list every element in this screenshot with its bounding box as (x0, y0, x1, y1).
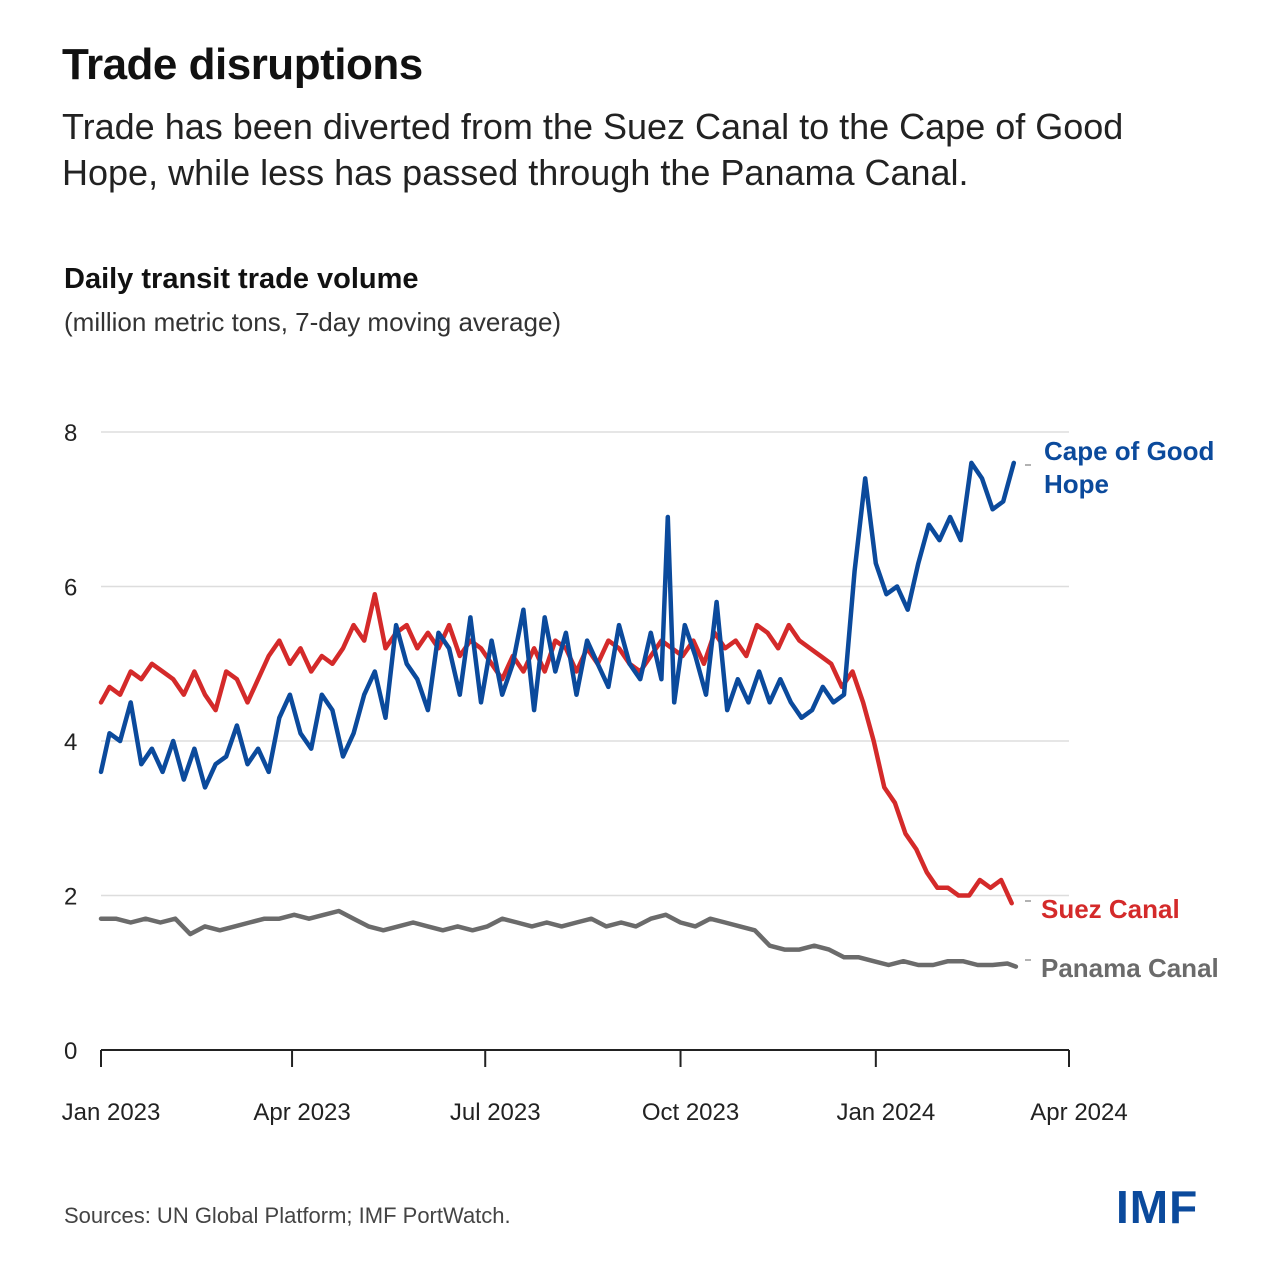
y-axis: 0 2 4 6 8 (64, 420, 77, 1065)
page-subtitle: Trade has been diverted from the Suez Ca… (62, 106, 1124, 193)
x-tick-label: Apr 2024 (1030, 1099, 1127, 1126)
x-tick-label: Jan 2023 (62, 1099, 161, 1126)
y-tick-label: 2 (64, 884, 77, 911)
y-tick-label: 8 (64, 420, 77, 447)
y-tick-label: 4 (64, 729, 77, 756)
chart-title: Daily transit trade volume (64, 263, 419, 295)
page-title: Trade disruptions (62, 40, 423, 89)
series-label: Panama Canal (1041, 953, 1219, 983)
x-tick-label: Jan 2024 (836, 1099, 935, 1126)
y-tick-label: 6 (64, 575, 77, 602)
series-lines (98, 460, 1019, 969)
gridlines (101, 431, 1069, 897)
series-line-cape-of-good-hope (98, 460, 1017, 790)
x-tick-label: Jul 2023 (450, 1099, 541, 1126)
x-tick-label: Apr 2023 (253, 1099, 350, 1126)
series-labels: Cape of Good Hope Suez Canal Panama Canal (1025, 436, 1219, 983)
x-tick-label: Oct 2023 (642, 1099, 739, 1126)
series-label: Cape of Good Hope (1044, 436, 1214, 499)
imf-logo: IMF (1116, 1181, 1199, 1233)
y-tick-label: 0 (64, 1038, 77, 1065)
x-axis: Jan 2023 Apr 2023 Jul 2023 Oct 2023 Jan 2024… (62, 1049, 1128, 1126)
source-note: Sources: UN Global Platform; IMF PortWat… (64, 1203, 511, 1228)
series-label: Suez Canal (1041, 894, 1180, 924)
chart-subtitle: (million metric tons, 7-day moving avera… (64, 307, 562, 337)
series-line-panama-canal (98, 908, 1019, 969)
series-line-suez-canal (98, 591, 1014, 906)
